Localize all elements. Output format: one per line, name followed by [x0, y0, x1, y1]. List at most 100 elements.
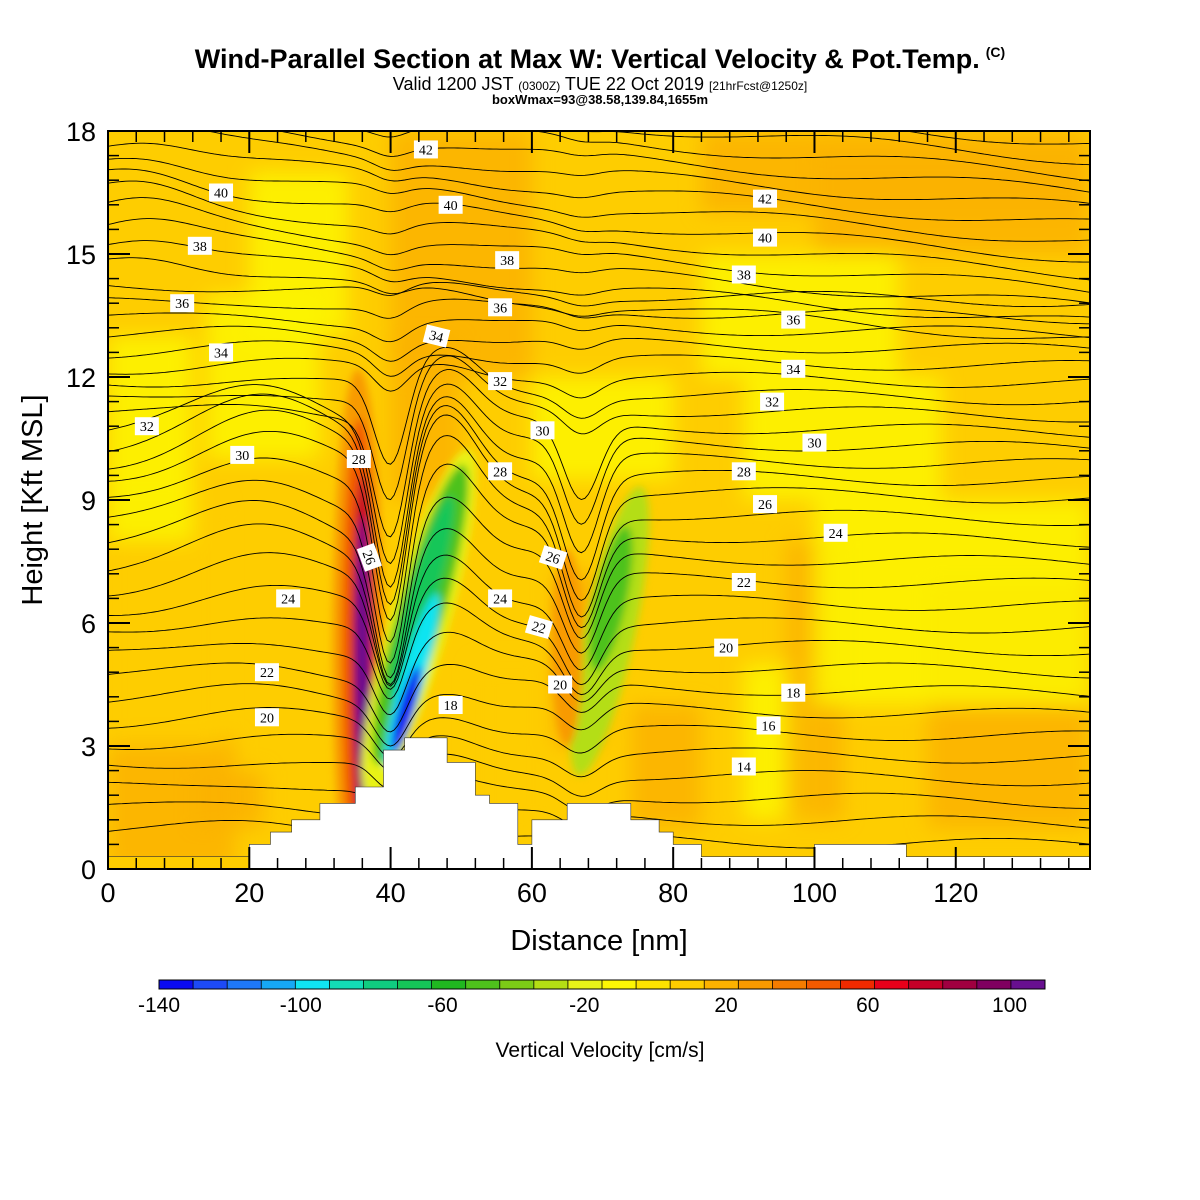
theta-contour-14 [108, 463, 1090, 664]
theta-contour-21 [108, 355, 1090, 501]
colorbar-swatch [1010, 980, 1046, 989]
x-tick-label: 80 [658, 878, 688, 908]
contour-label-text: 36 [493, 301, 507, 316]
contour-label-text: 42 [419, 143, 433, 158]
y-tick-label: 15 [66, 240, 96, 270]
contour-label-17: 30 [230, 445, 255, 464]
theta-contour-6 [108, 683, 1090, 747]
contour-label-24: 26 [538, 545, 568, 570]
x-axis-label: Distance [nm] [510, 925, 687, 957]
colorbar-swatch [295, 980, 330, 989]
contour-label-9: 36 [488, 298, 513, 317]
theta-contour-22 [108, 346, 1090, 465]
contour-label-34: 20 [714, 638, 739, 657]
theta-contour-35 [108, 157, 1090, 242]
theta-contour-37 [205, 131, 1090, 204]
colorbar-tick-label: 100 [992, 994, 1027, 1017]
colorbar-swatch [465, 980, 501, 989]
colorbar-swatch [908, 980, 944, 989]
colorbar-swatch [533, 980, 569, 989]
contour-label-text: 22 [737, 576, 751, 591]
y-tick-label: 12 [66, 363, 96, 393]
theta-contour-39 [362, 131, 1090, 182]
colorbar-tick-label: -100 [280, 994, 322, 1017]
theta-contour-28 [108, 281, 1090, 308]
x-tick-label: 0 [100, 878, 115, 908]
contour-labels: 42 42 40 40 40 38 38 38 36 36 36 34 34 34 32 32 32 30 30 30… [134, 140, 848, 776]
colorbar-swatch [227, 980, 262, 989]
colorbar-swatch [636, 980, 671, 989]
theta-contour-42 [108, 45, 1090, 123]
y-tick-label: 0 [81, 855, 96, 885]
contour-label-text: 26 [544, 550, 562, 569]
chart-title: Wind-Parallel Section at Max W: Vertical… [194, 44, 1006, 74]
y-tick-label: 3 [81, 732, 96, 762]
contour-label-5: 38 [187, 236, 212, 255]
contour-label-text: 26 [758, 498, 772, 513]
contour-label-1: 42 [753, 189, 778, 208]
contour-label-11: 34 [209, 343, 234, 362]
theta-contour-26 [108, 312, 1090, 343]
x-tick-label: 100 [792, 878, 837, 908]
colorbar-swatch [159, 980, 194, 989]
colorbar-swatch [772, 980, 807, 989]
x-tick-label: 120 [933, 878, 978, 908]
x-tick-label: 60 [517, 878, 547, 908]
contour-label-text: 40 [444, 199, 458, 214]
contour-label-22: 28 [731, 462, 756, 481]
contour-label-text: 28 [737, 465, 751, 480]
theta-contour-3 [108, 753, 1090, 797]
contour-label-30: 22 [524, 615, 553, 640]
colorbar-swatch [431, 980, 467, 989]
colorbar-swatch [704, 980, 739, 989]
theta-contour-4 [108, 733, 1090, 778]
theta-contour-36 [108, 142, 1090, 221]
contour-label-text: 36 [175, 297, 189, 312]
terrain-outline [108, 737, 1090, 857]
contour-label-text: 16 [762, 720, 776, 735]
contour-label-2: 40 [209, 183, 234, 202]
contour-label-text: 36 [786, 314, 800, 329]
contour-label-27: 24 [488, 589, 513, 608]
theta-contour-20 [108, 369, 1090, 538]
field-features [332, 368, 650, 869]
contour-label-text: 24 [493, 592, 507, 607]
contour-label-text: 18 [786, 687, 800, 702]
contour-label-0: 42 [413, 140, 438, 159]
contour-label-33: 20 [548, 675, 573, 694]
colorbar-swatch [738, 980, 773, 989]
chart-subtitle: Valid 1200 JST (0300Z) TUE 22 Oct 2019 [… [392, 74, 808, 94]
chart-subsubtitle: boxWmax=93@38.58,139.84,1655m [491, 92, 709, 107]
contour-label-12: 34 [422, 324, 451, 348]
contour-label-text: 30 [807, 437, 821, 452]
theta-contour-27 [108, 297, 1090, 325]
theta-contour-25 [108, 325, 1090, 362]
colorbar-tick-label: -20 [569, 994, 599, 1017]
contour-label-15: 32 [488, 372, 513, 391]
contour-label-4: 40 [753, 228, 778, 247]
contour-label-text: 34 [428, 328, 445, 346]
colorbar-swatch [193, 980, 228, 989]
theta-contour-10 [108, 577, 1090, 690]
field-patch-16 [192, 770, 264, 828]
colorbar-swatch [329, 980, 364, 989]
contour-label-text: 30 [235, 449, 249, 464]
contour-label-35: 18 [438, 696, 463, 714]
contour-label-21: 28 [488, 462, 513, 481]
field-patch-15 [630, 705, 702, 828]
theta-contour-16 [108, 414, 1090, 621]
theta-contour-5 [108, 707, 1090, 758]
theta-contour-30 [108, 240, 1090, 319]
contour-label-text: 24 [281, 592, 295, 607]
y-axis-label: Height [Kft MSL] [17, 394, 49, 605]
contour-label-text: 20 [553, 679, 567, 694]
contour-label-text: 26 [359, 549, 378, 567]
theta-contour-29 [108, 257, 1090, 339]
contour-label-text: 14 [737, 761, 751, 776]
theta-contour-31 [108, 218, 1090, 304]
contour-label-text: 38 [193, 240, 207, 255]
theta-contour-34 [108, 168, 1090, 263]
contour-label-3: 40 [438, 195, 463, 214]
contour-label-16: 32 [760, 392, 785, 411]
